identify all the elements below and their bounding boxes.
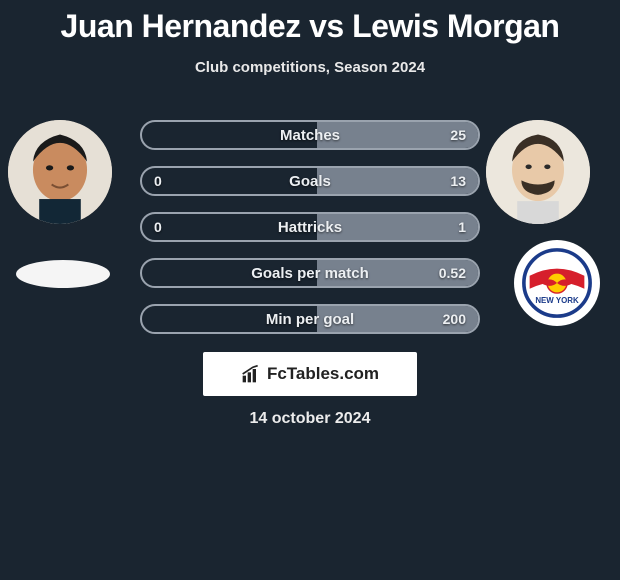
date-text: 14 october 2024 — [0, 410, 620, 428]
barchart-icon — [241, 364, 261, 384]
stat-label: Matches — [280, 127, 340, 144]
stat-row: Min per goal 200 — [140, 304, 480, 334]
stats-table: Matches 25 0 Goals 13 0 Hattricks 1 Goals per ma… — [140, 120, 480, 350]
stat-label: Hattricks — [278, 219, 342, 236]
player2-avatar — [486, 120, 590, 224]
stat-value-right: 0.52 — [439, 265, 466, 281]
brand-badge: FcTables.com — [203, 352, 417, 396]
player2-name: Lewis Morgan — [352, 8, 559, 44]
stat-value-right: 13 — [450, 173, 466, 189]
svg-text:NEW YORK: NEW YORK — [535, 296, 579, 305]
stat-label: Goals — [289, 173, 331, 190]
stat-label: Min per goal — [266, 311, 354, 328]
player1-team-badge — [16, 260, 110, 288]
redbull-ny-icon: NEW YORK — [521, 247, 593, 319]
player1-avatar — [8, 120, 112, 224]
stat-row: 0 Goals 13 — [140, 166, 480, 196]
stat-row: 0 Hattricks 1 — [140, 212, 480, 242]
player1-name: Juan Hernandez — [61, 8, 301, 44]
stat-value-right: 1 — [458, 219, 466, 235]
stat-value-right: 200 — [443, 311, 466, 327]
player2-team-badge: NEW YORK — [514, 240, 600, 326]
brand-text: FcTables.com — [267, 364, 379, 384]
vs-text: vs — [309, 8, 344, 44]
stat-row: Goals per match 0.52 — [140, 258, 480, 288]
comparison-title: Juan Hernandez vs Lewis Morgan — [0, 0, 620, 45]
stat-value-left: 0 — [154, 173, 162, 189]
stat-row: Matches 25 — [140, 120, 480, 150]
stat-label: Goals per match — [251, 265, 369, 282]
stat-value-right: 25 — [450, 127, 466, 143]
subtitle: Club competitions, Season 2024 — [0, 59, 620, 76]
stat-value-left: 0 — [154, 219, 162, 235]
